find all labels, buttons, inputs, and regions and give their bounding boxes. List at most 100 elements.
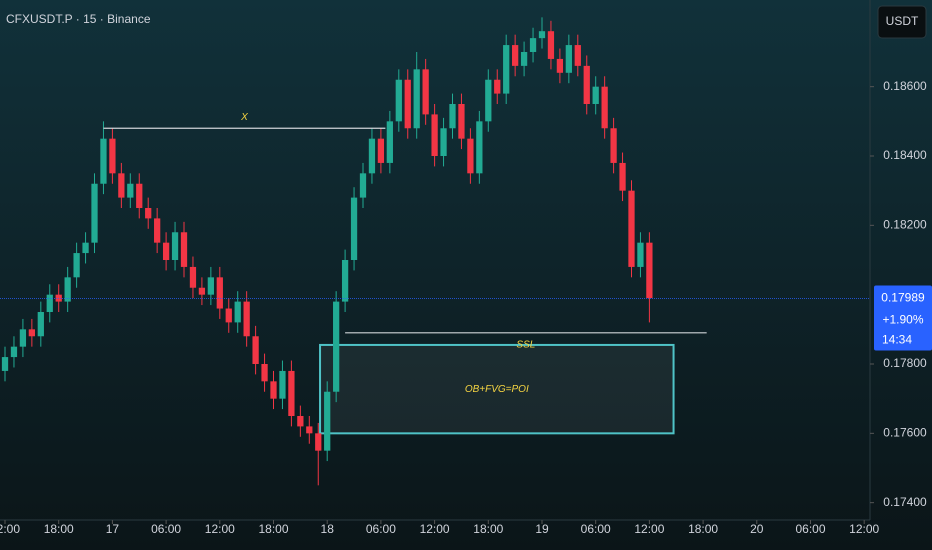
candle-body [252,336,259,364]
candle-body [10,346,18,358]
candle-body [341,260,349,302]
candle-body [216,277,223,309]
candle-body [306,426,313,434]
candle-body [503,45,510,94]
candle-body [359,173,367,198]
candle-body [37,312,44,337]
x-tick-label: 12:00 [0,522,20,536]
candle-body [485,79,492,122]
candle-body [574,45,581,66]
candle-body [64,277,71,302]
y-tick-label: 0.17800 [883,356,927,370]
candle-body [467,138,474,174]
candle-body [422,69,429,115]
candle-body [288,370,295,416]
candle-body [207,277,214,295]
candle-body [556,58,564,73]
candle-body [91,183,98,243]
currency-label[interactable]: USDT [886,14,919,28]
candle-body [324,391,331,451]
x-tick-label: 18:00 [258,522,288,536]
level-label: SSL [516,339,535,350]
candle-body [234,301,241,323]
symbol-label: CFXUSDT.P · 15 · Binance [6,12,151,26]
candle-body [28,329,35,337]
candle-body [601,86,608,129]
candle-body [538,31,546,39]
x-tick-label: 12:00 [634,522,664,536]
candle-body [583,65,590,104]
candle-body [368,138,376,174]
candle-body [46,294,53,312]
x-tick-label: 18:00 [44,522,74,536]
candle-body [404,79,411,129]
poi-zone [319,343,675,435]
x-tick-label: 06:00 [795,522,825,536]
candle-body [565,45,572,73]
candle-body [297,416,304,427]
candle-body [646,242,653,299]
candle-body [440,128,447,156]
x-tick-label: 06:00 [151,522,181,536]
candle-body [109,138,116,174]
last-price-label: 0.17989 [881,291,925,305]
candle-body [610,128,617,163]
x-tick-label: 06:00 [366,522,396,536]
candle-body [619,162,626,191]
y-tick-label: 0.17400 [883,495,927,509]
candle-body [395,79,402,122]
candle-body [512,45,519,66]
candle-body [189,266,197,288]
x-tick-label: 18:00 [688,522,718,536]
candle-body [377,138,385,163]
candle-body [529,38,537,52]
candle-body [82,242,89,254]
candle-body [100,138,107,184]
x-tick-label: 19 [535,522,549,536]
candle-body [225,308,232,323]
candle-body [261,364,268,382]
candle-body [136,183,143,208]
candle-body [279,370,286,399]
candle-body [458,104,465,139]
x-tick-label: 12:00 [849,522,879,536]
candle-body [386,121,393,163]
candle-body [73,253,80,278]
countdown-label: 14:34 [882,333,912,347]
last-price-box [874,285,932,351]
candle-body [413,69,420,129]
x-tick-label: 12:00 [205,522,235,536]
candle-body [162,242,170,260]
candle-body [118,173,125,198]
candle-body [628,190,635,267]
candle-body [476,121,483,174]
currency-button[interactable] [877,5,927,39]
candle-body [243,301,250,337]
zone-label: OB+FVG=POI [465,384,529,395]
candle-body [127,183,134,198]
x-tick-label: 17 [106,522,120,536]
x-tick-label: 18:00 [473,522,503,536]
candle-body [449,104,456,129]
candle-body [171,232,179,260]
candle-body [637,242,644,267]
x-tick-label: 20 [750,522,764,536]
candle-body [547,31,555,59]
candle-body [494,79,501,94]
candle-body [180,232,188,267]
x-tick-label: 18 [321,522,335,536]
candle-body [431,114,438,156]
y-tick-label: 0.18400 [883,148,927,162]
candle-body [592,86,599,104]
x-tick-label: 12:00 [420,522,450,536]
candle-body [520,52,528,66]
y-tick-label: 0.17600 [883,426,927,440]
candle-body [19,329,27,347]
candle-body [198,287,206,295]
y-tick-label: 0.18200 [883,218,927,232]
candle-body [145,208,152,219]
candle-body [350,197,358,260]
